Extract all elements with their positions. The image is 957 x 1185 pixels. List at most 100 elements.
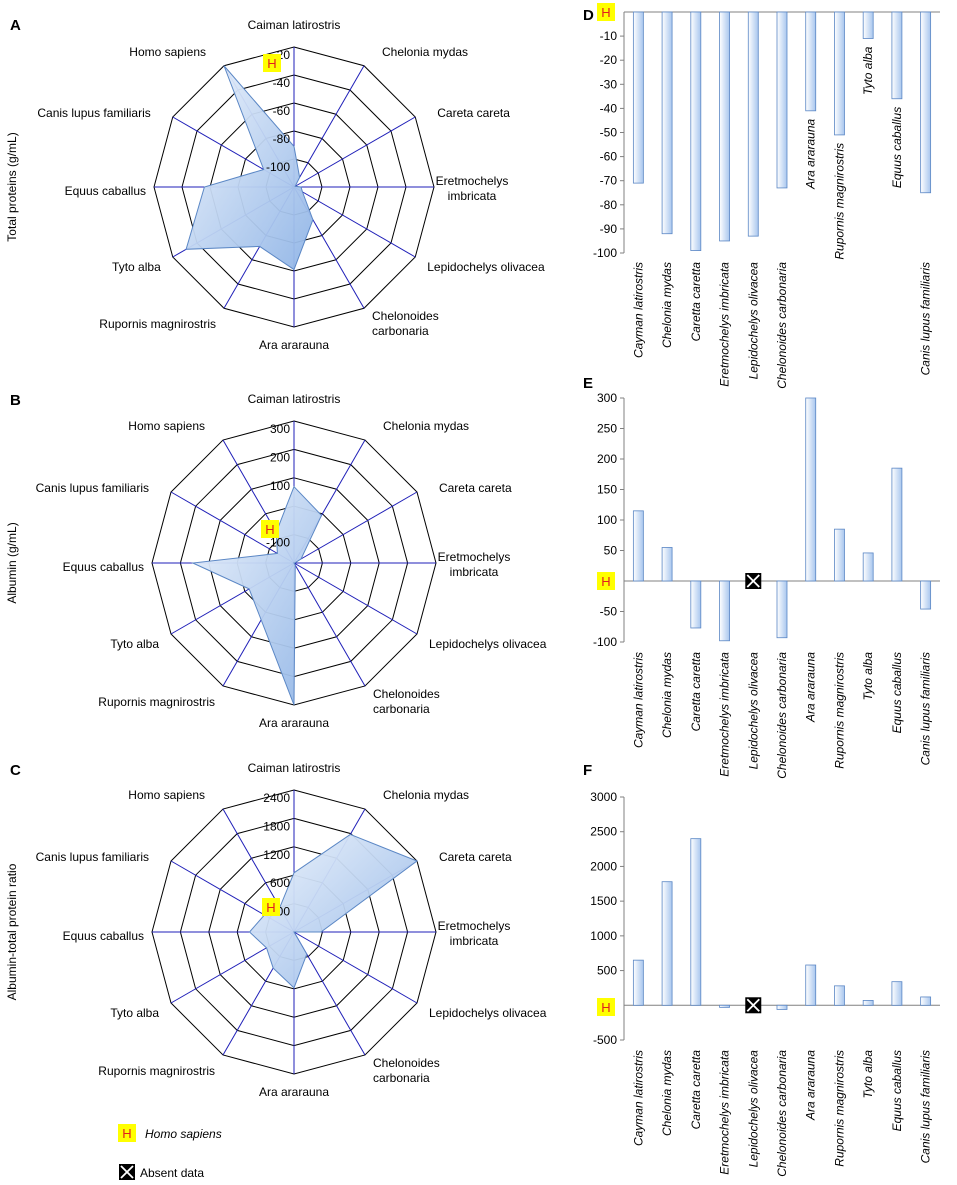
- bar: [862, 11, 874, 39]
- homo-sapiens-marker-label: H: [601, 5, 610, 20]
- category-label: Lepidochelys olivacea: [746, 1050, 760, 1168]
- category-label: Eretmochelys imbricata: [438, 919, 511, 948]
- bar: [920, 580, 932, 610]
- category-label: Chelonia mydas: [660, 652, 674, 738]
- data-area: [185, 65, 314, 271]
- bar: [920, 996, 932, 1006]
- legend-homo-label: Homo sapiens: [145, 1127, 222, 1141]
- y-tick-label: -70: [600, 174, 618, 188]
- category-label: Tyto alba: [110, 1006, 159, 1020]
- category-label: Chelonia mydas: [382, 45, 468, 59]
- category-label: Rupornis magnirostris: [99, 317, 216, 331]
- spoke: [293, 65, 365, 188]
- category-label: Chelonoides carbonaria: [372, 309, 439, 338]
- category-label: Caiman latirostris: [248, 761, 341, 775]
- y-tick-label: -30: [600, 77, 618, 91]
- panel-letter-A: A: [10, 17, 21, 34]
- panel-letter-C: C: [10, 762, 21, 779]
- y-tick-label: 150: [597, 483, 617, 497]
- homo-sapiens-marker: [261, 520, 279, 538]
- legend-homo-marker: H: [118, 1124, 136, 1142]
- category-label: Equus caballus: [63, 929, 144, 943]
- y-tick-label: -80: [600, 198, 618, 212]
- category-label: Careta careta: [439, 850, 512, 864]
- homo-sapiens-marker-label: H: [601, 574, 610, 589]
- category-label: Caretta caretta: [689, 652, 703, 732]
- spoke: [293, 186, 416, 258]
- bar-chart-D: D -10 -20 -30 -40 -50 -60 -70 -80 -90 -100 H Cayman …: [583, 3, 940, 389]
- radar-tick: 1200: [263, 848, 290, 862]
- bar: [776, 11, 788, 189]
- y-tick-label: 100: [597, 513, 617, 527]
- y-tick-label: 1000: [590, 929, 617, 943]
- y-tick-label: -40: [600, 101, 618, 115]
- category-label: Lepidochelys olivacea: [429, 1006, 547, 1020]
- homo-sapiens-marker-label: H: [265, 522, 274, 537]
- category-label: Careta careta: [437, 106, 510, 120]
- bar: [747, 11, 759, 237]
- bar: [891, 467, 903, 582]
- category-label: Ara ararauna: [804, 118, 818, 189]
- category-label: Rupornis magnirostris: [98, 695, 215, 709]
- y-tick-label: -50: [600, 605, 618, 619]
- spoke: [293, 562, 418, 635]
- radar-chart-C: C Albumin-total protein ratio 2400 1800 1200…: [5, 761, 547, 1099]
- bar: [661, 11, 673, 235]
- category-label: Ara ararauna: [259, 1085, 329, 1099]
- spoke: [293, 116, 416, 188]
- radar-tick: 200: [270, 450, 290, 464]
- y-axis-title: Total proteins (g/mL): [5, 132, 19, 241]
- y-axis-title: Albumin (g/mL): [5, 522, 19, 603]
- radar-tick: -40: [273, 76, 291, 90]
- category-label: Tyto alba: [861, 46, 875, 95]
- category-label: Tyto alba: [112, 260, 161, 274]
- bar: [891, 11, 903, 100]
- absent-data-icon: [119, 1164, 135, 1180]
- category-label: Eretmochelys imbricata: [718, 652, 732, 777]
- bar: [661, 881, 673, 1006]
- y-axis-title: Albumin-total protein ratio: [5, 863, 19, 1000]
- radar-tick: 2400: [263, 791, 290, 805]
- category-label: Eretmochelys imbricata: [718, 262, 732, 387]
- bar: [661, 547, 673, 582]
- category-label: Cayman latirostris: [631, 652, 645, 748]
- spoke: [293, 491, 418, 564]
- bar: [719, 11, 730, 242]
- bar: [834, 985, 845, 1006]
- bar: [632, 959, 644, 1006]
- category-label: Lepidochelys olivacea: [746, 652, 760, 770]
- category-label: Chelonia mydas: [383, 419, 469, 433]
- bar: [719, 1004, 730, 1008]
- spoke: [170, 491, 295, 564]
- bar: [776, 1004, 788, 1010]
- category-label: Ara ararauna: [804, 1050, 818, 1121]
- category-label: Ara ararauna: [804, 652, 818, 723]
- category-label: Ara ararauna: [259, 716, 329, 730]
- category-label: Chelonoides carbonaria: [775, 1050, 789, 1177]
- y-tick-label: -90: [600, 222, 618, 236]
- bar: [805, 397, 817, 582]
- y-tick-label: -100: [593, 635, 617, 649]
- category-label: Canis lupus familiaris: [36, 481, 149, 495]
- absent-cross: [746, 998, 760, 1012]
- y-tick-label: 2000: [590, 859, 617, 873]
- bar: [834, 11, 845, 136]
- category-label: Caretta caretta: [689, 262, 703, 342]
- y-tick-label: 500: [597, 964, 617, 978]
- bar: [920, 11, 932, 194]
- category-label: Tyto alba: [861, 1050, 875, 1099]
- bar: [834, 528, 845, 582]
- category-label: Chelonoides carbonaria: [775, 262, 789, 389]
- category-label: Chelonoides carbonaria: [373, 687, 440, 716]
- homo-sapiens-marker: [597, 572, 615, 590]
- category-label: Eretmochelys imbricata: [436, 174, 509, 203]
- category-label: Rupornis magnirostris: [98, 1064, 215, 1078]
- legend-absent-label: Absent data: [140, 1166, 204, 1180]
- category-label: Chelonoides carbonaria: [775, 652, 789, 779]
- homo-sapiens-marker: [597, 3, 615, 21]
- homo-sapiens-marker: [597, 998, 615, 1016]
- legend: H Homo sapiens Absent data: [118, 1124, 222, 1180]
- legend-h-text: H: [122, 1126, 131, 1141]
- category-label: Canis lupus familiaris: [36, 850, 149, 864]
